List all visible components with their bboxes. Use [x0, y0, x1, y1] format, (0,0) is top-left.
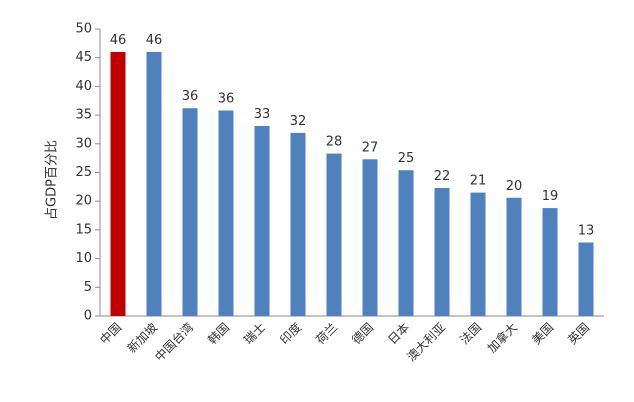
y-axis-label: 占GDP百分比: [45, 140, 60, 220]
data-label-11: 20: [506, 179, 523, 194]
category-label-0: 中国: [97, 320, 125, 348]
y-tick-label: 50: [75, 22, 92, 37]
data-label-2: 36: [182, 89, 199, 104]
category-label-5: 印度: [277, 320, 305, 348]
y-tick-label: 35: [75, 108, 92, 123]
bar-7: [362, 159, 378, 316]
category-label-1: 新加坡: [124, 320, 160, 356]
bar-6: [326, 153, 342, 316]
data-label-8: 25: [398, 151, 415, 166]
bar-10: [470, 192, 486, 316]
bar-5: [290, 132, 306, 316]
y-tick-label: 25: [75, 165, 92, 180]
bar-11: [506, 197, 522, 316]
category-label-7: 德国: [349, 320, 377, 348]
category-label-9: 澳大利亚: [404, 320, 448, 364]
data-label-4: 33: [254, 107, 271, 122]
y-tick-label: 20: [75, 194, 92, 209]
y-tick-label: 0: [84, 309, 92, 324]
data-label-13: 13: [578, 224, 595, 239]
bar-12: [542, 208, 558, 316]
data-labels: 46 46 36 36 33 32 28 27 25 22 21 20 19 13: [110, 33, 595, 239]
y-tick-label: 5: [84, 280, 92, 295]
data-label-1: 46: [146, 33, 163, 48]
category-label-12: 美国: [529, 320, 556, 347]
data-label-0: 46: [110, 33, 127, 48]
bars: [110, 51, 594, 317]
category-label-8: 日本: [385, 320, 412, 347]
bar-13: [578, 242, 594, 316]
bar-0: [110, 51, 126, 317]
y-tick-label: 45: [75, 50, 92, 65]
category-label-13: 英国: [565, 320, 592, 347]
bar-4: [254, 126, 270, 316]
bar-9: [434, 187, 450, 316]
data-label-9: 22: [434, 169, 451, 184]
data-label-7: 27: [362, 140, 379, 155]
y-tick-label: 40: [75, 79, 92, 94]
y-tick-label: 30: [75, 136, 92, 151]
category-label-2: 中国台湾: [152, 320, 197, 365]
bar-1: [146, 51, 162, 317]
data-label-6: 28: [326, 135, 343, 150]
category-label-4: 瑞士: [241, 320, 268, 347]
bar-3: [218, 110, 234, 317]
category-label-10: 法国: [457, 320, 484, 347]
category-label-11: 加拿大: [484, 320, 520, 356]
y-tick-label: 15: [75, 222, 92, 237]
category-label-6: 荷兰: [313, 320, 340, 347]
category-label-3: 韩国: [205, 320, 233, 348]
y-tick-label: 10: [75, 251, 92, 266]
bar-2: [182, 108, 198, 316]
data-label-5: 32: [290, 114, 307, 129]
data-label-10: 21: [470, 174, 487, 189]
bar-8: [398, 170, 414, 316]
data-label-3: 36: [218, 92, 235, 107]
data-label-12: 19: [542, 189, 559, 204]
